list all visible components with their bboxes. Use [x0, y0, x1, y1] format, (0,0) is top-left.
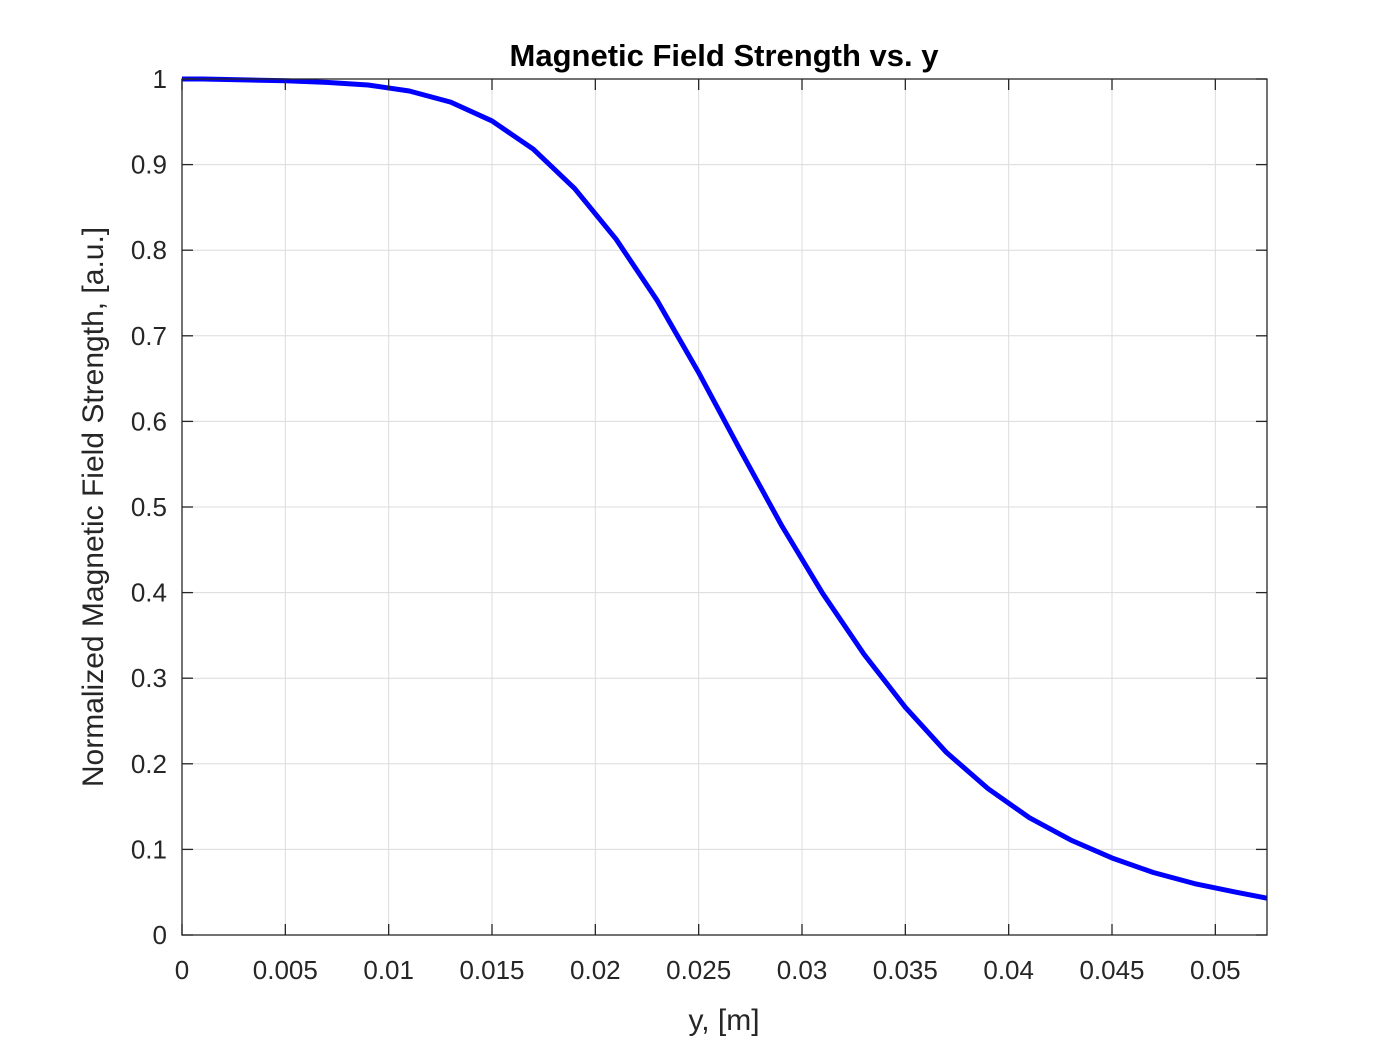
y-tick-label: 0.5 [131, 492, 167, 522]
y-tick-label: 0.4 [131, 578, 167, 608]
x-tick-label: 0 [175, 955, 189, 985]
x-tick-label: 0.04 [983, 955, 1034, 985]
chart-title: Magnetic Field Strength vs. y [510, 38, 940, 73]
series-line [182, 76, 1268, 901]
y-tick-label: 0 [153, 920, 167, 950]
x-tick-label: 0.025 [666, 955, 731, 985]
y-tick-label: 0.1 [131, 834, 167, 864]
y-tick-label: 0.3 [131, 663, 167, 693]
y-tick-label: 1 [153, 64, 167, 94]
x-tick-label: 0.015 [459, 955, 524, 985]
x-tick-label: 0.05 [1190, 955, 1241, 985]
series-layer [182, 76, 1268, 901]
x-tick-label: 0.035 [873, 955, 938, 985]
x-tick-label: 0.02 [570, 955, 621, 985]
y-tick-label: 0.6 [131, 406, 167, 436]
tick-marks [181, 78, 1267, 936]
y-tick-label: 0.7 [131, 321, 167, 351]
y-axis-title: Normalized Magnetic Field Strength, [a.u… [77, 227, 110, 787]
x-tick-label: 0.045 [1079, 955, 1144, 985]
x-axis-title: y, [m] [688, 1004, 759, 1037]
y-tick-label: 0.8 [131, 235, 167, 265]
y-tick-labels: 0 0.1 0.2 0.3 0.4 0.5 0.6 0.7 0.8 0.9 1 [131, 64, 167, 950]
x-tick-label: 0.03 [777, 955, 828, 985]
y-tick-label: 0.2 [131, 749, 167, 779]
x-tick-label: 0.01 [363, 955, 414, 985]
y-tick-label: 0.9 [131, 150, 167, 180]
x-tick-label: 0.005 [253, 955, 318, 985]
x-tick-labels: 0 0.005 0.01 0.015 0.02 0.025 0.03 0.035 0.04 0.0… [175, 955, 1241, 985]
